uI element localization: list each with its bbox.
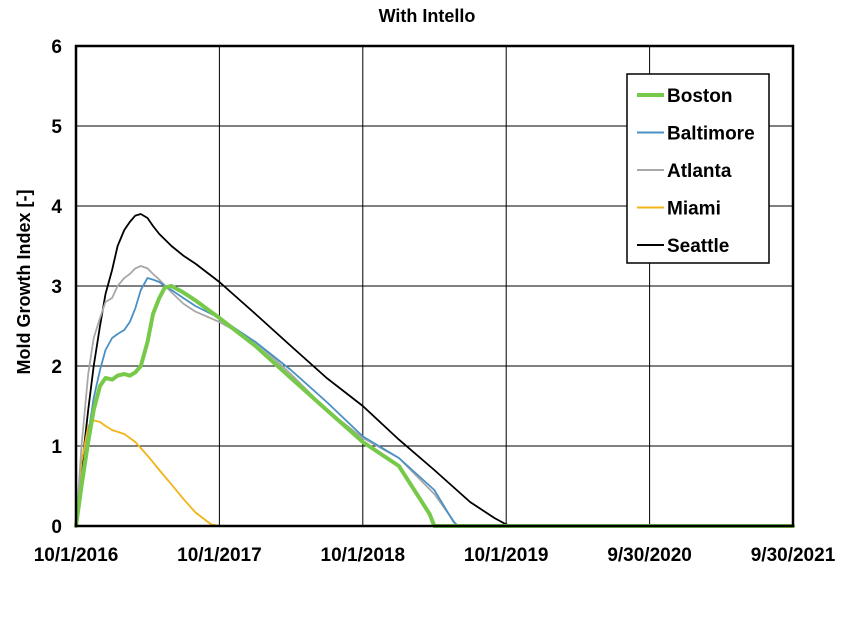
series-line-boston (74, 284, 795, 528)
series-line-atlanta (75, 265, 794, 527)
y-tick-label: 6 (51, 37, 62, 58)
x-tick-label: 10/1/2018 (321, 545, 406, 566)
x-tick-label: 10/1/2016 (34, 545, 119, 566)
y-tick-label: 0 (51, 517, 62, 538)
x-tick-label: 9/30/2020 (607, 545, 692, 566)
legend-label-baltimore: Baltimore (667, 124, 755, 145)
y-tick-label: 2 (51, 357, 62, 378)
legend: Boston Baltimore Atlanta Miami Seattle (626, 73, 770, 264)
y-tick-label: 1 (51, 437, 62, 458)
x-tick-labels: 10/1/2016 10/1/2017 10/1/2018 10/1/2019 9/30… (34, 545, 836, 566)
plot-frame (74, 44, 795, 528)
chart-title: With Intello (379, 6, 476, 26)
legend-label-seattle: Seattle (667, 236, 729, 257)
series-line-miami (75, 419, 794, 527)
y-axis-label: Mold Growth Index [-] (14, 190, 34, 375)
legend-label-boston: Boston (667, 86, 732, 107)
y-tick-label: 3 (51, 277, 62, 298)
legend-box (626, 73, 770, 264)
legend-label-miami: Miami (667, 199, 721, 220)
y-tick-label: 5 (51, 117, 62, 138)
series-lines (74, 213, 795, 528)
x-tick-label: 9/30/2021 (751, 545, 836, 566)
series-line-baltimore (75, 277, 794, 527)
x-tick-label: 10/1/2019 (464, 545, 549, 566)
y-tick-labels: 0 1 2 3 4 5 6 (51, 37, 62, 538)
y-tick-label: 4 (51, 197, 62, 218)
series-line-seattle (75, 213, 794, 527)
x-tick-label: 10/1/2017 (177, 545, 262, 566)
legend-label-atlanta: Atlanta (667, 161, 732, 182)
